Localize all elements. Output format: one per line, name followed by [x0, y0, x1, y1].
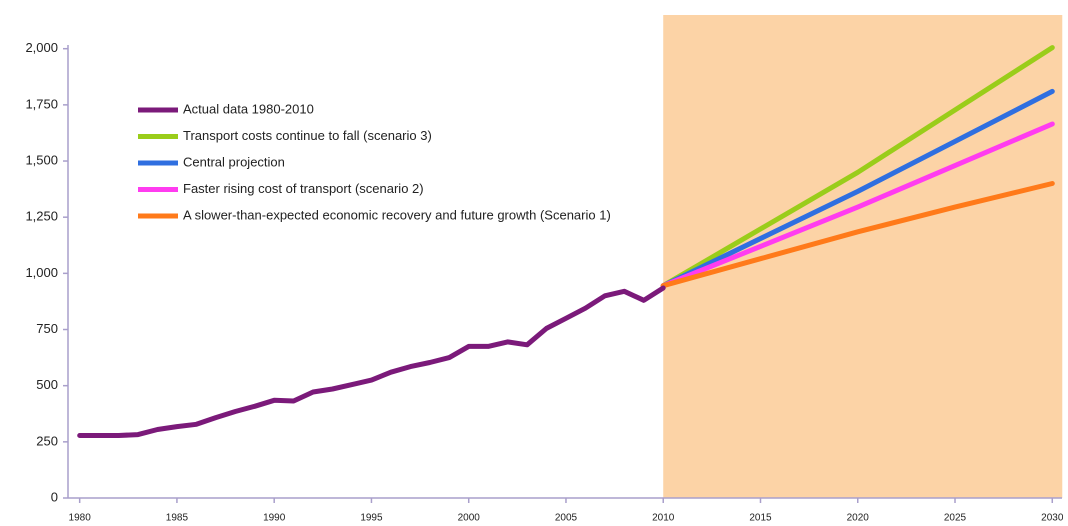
x-tick-label: 1985 — [166, 513, 189, 524]
x-tick-label: 2030 — [1041, 513, 1064, 524]
series-line — [660, 88, 1055, 289]
x-tick-label: 2010 — [652, 513, 675, 524]
legend-label: A slower-than-expected economic recovery… — [183, 207, 611, 222]
series-line — [77, 285, 666, 438]
y-tick-label: 0 — [51, 489, 58, 504]
legend-label: Central projection — [183, 154, 285, 169]
series-line — [660, 45, 1055, 289]
y-tick-label: 500 — [36, 377, 58, 392]
x-tick-label: 1980 — [69, 513, 92, 524]
x-tick-label: 2005 — [555, 513, 578, 524]
series-line — [660, 181, 1055, 289]
series-line — [660, 121, 1055, 289]
legend-label: Faster rising cost of transport (scenari… — [183, 181, 424, 196]
y-tick-label: 750 — [36, 321, 58, 336]
y-tick-label: 1,000 — [25, 265, 58, 280]
x-tick-label: 1995 — [360, 513, 383, 524]
legend-label: Actual data 1980-2010 — [183, 101, 314, 116]
legend-label: Transport costs continue to fall (scenar… — [183, 128, 432, 143]
x-tick-label: 1990 — [263, 513, 286, 524]
x-tick-label: 2015 — [749, 513, 772, 524]
y-tick-label: 1,500 — [25, 152, 58, 167]
x-tick-label: 2000 — [458, 513, 481, 524]
y-tick-label: 250 — [36, 433, 58, 448]
x-tick-label: 2020 — [847, 513, 870, 524]
x-tick-label: 2025 — [944, 513, 967, 524]
y-tick-label: 1,250 — [25, 209, 58, 224]
y-tick-label: 1,750 — [25, 96, 58, 111]
y-tick-label: 2,000 — [25, 40, 58, 55]
